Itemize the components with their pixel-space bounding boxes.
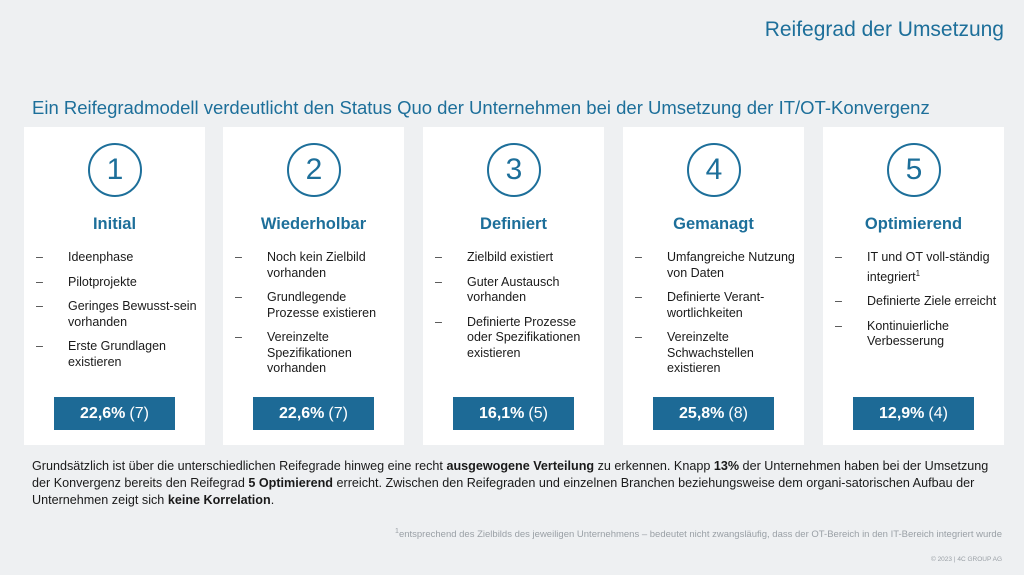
level-title: Optimierend	[864, 215, 963, 233]
level-number-circle: 2	[287, 143, 341, 197]
level-number-circle: 3	[487, 143, 541, 197]
level-number-circle: 1	[88, 143, 142, 197]
summary-highlight: 5 Optimierend	[248, 475, 334, 490]
list-item: Grundlegende Prozesse existieren	[235, 290, 398, 321]
footnote-marker: 1	[395, 528, 399, 535]
list-item: Umfangreiche Nutzung von Daten	[635, 250, 798, 281]
summary-part: zu erkennen. Knapp	[594, 459, 714, 473]
summary-highlight: ausgewogene Verteilung	[446, 459, 595, 473]
level-card-2: 2 Wiederholbar Noch kein Zielbild vorhan…	[223, 127, 404, 445]
level-number-circle: 4	[687, 143, 741, 197]
level-title: Gemanagt	[673, 215, 754, 233]
percentage-badge: 12,9% (4)	[853, 397, 974, 430]
list-item: Definierte Prozesse oder Spezifikationen…	[435, 315, 598, 362]
level-items: Zielbild existiert Guter Austausch vorha…	[435, 250, 598, 370]
level-card-1: 1 Initial Ideenphase Pilotprojekte Gerin…	[24, 127, 205, 445]
summary-text: Grundsätzlich ist über die unterschiedli…	[32, 458, 992, 508]
percentage-badge: 16,1% (5)	[453, 397, 574, 430]
level-title: Initial	[92, 215, 137, 233]
page-title: Reifegrad der Umsetzung	[764, 18, 1004, 41]
level-items: Ideenphase Pilotprojekte Geringes Bewuss…	[36, 250, 199, 379]
copyright: © 2023 | 4C GROUP AG	[930, 556, 1002, 563]
level-card-4: 4 Gemanagt Umfangreiche Nutzung von Date…	[623, 127, 804, 445]
list-item: Vereinzelte Schwachstellen existieren	[635, 330, 798, 377]
list-item: Erste Grundlagen existieren	[36, 339, 199, 370]
list-item: Geringes Bewusst-sein vorhanden	[36, 299, 199, 330]
list-item-text: IT und OT voll-ständig integriert	[867, 250, 990, 284]
level-title: Definiert	[480, 215, 547, 233]
list-item: Zielbild existiert	[435, 250, 598, 266]
summary-part: Grundsätzlich ist über die unterschiedli…	[32, 459, 447, 473]
summary-highlight: keine Korrelation	[167, 492, 271, 507]
list-item: Definierte Ziele erreicht	[835, 294, 998, 310]
badge-percent: 16,1%	[479, 404, 525, 422]
badge-count: (4)	[928, 404, 948, 422]
list-item: Noch kein Zielbild vorhanden	[235, 250, 398, 281]
summary-part: erreicht. Zwischen den Reifegraden und e…	[32, 475, 975, 507]
level-items: IT und OT voll-ständig integriert1 Defin…	[835, 250, 998, 359]
list-item: Guter Austausch vorhanden	[435, 275, 598, 306]
percentage-badge: 22,6% (7)	[253, 397, 374, 430]
list-item: Vereinzelte Spezifikationen vorhanden	[235, 330, 398, 377]
badge-percent: 25,8%	[679, 404, 725, 422]
summary-part: .	[270, 492, 275, 507]
badge-count: (7)	[328, 404, 348, 422]
footnote: 1entsprechend des Zielbilds des jeweilig…	[395, 528, 1002, 540]
maturity-levels: 1 Initial Ideenphase Pilotprojekte Gerin…	[24, 127, 1004, 445]
badge-count: (7)	[129, 404, 149, 422]
badge-count: (8)	[728, 404, 748, 422]
level-items: Umfangreiche Nutzung von Daten Definiert…	[635, 250, 798, 386]
list-item: IT und OT voll-ständig integriert1	[835, 250, 998, 285]
footnote-marker: 1	[915, 268, 921, 278]
summary-part: der Unternehmen haben bei der Umsetzung …	[32, 459, 989, 490]
badge-count: (5)	[528, 404, 548, 422]
percentage-badge: 25,8% (8)	[653, 397, 774, 430]
list-item: Kontinuierliche Verbesserung	[835, 319, 998, 350]
level-number-circle: 5	[887, 143, 941, 197]
badge-percent: 12,9%	[879, 404, 925, 422]
level-card-5: 5 Optimierend IT und OT voll-ständig int…	[823, 127, 1004, 445]
level-items: Noch kein Zielbild vorhanden Grundlegend…	[235, 250, 398, 386]
percentage-badge: 22,6% (7)	[54, 397, 175, 430]
badge-percent: 22,6%	[80, 404, 126, 422]
slide-subtitle: Ein Reifegradmodell verdeutlicht den Sta…	[32, 97, 930, 118]
list-item: Pilotprojekte	[36, 275, 199, 291]
list-item: Ideenphase	[36, 250, 199, 266]
summary-highlight: 13%	[713, 459, 740, 473]
badge-percent: 22,6%	[279, 404, 325, 422]
footnote-text: entsprechend des Zielbilds des jeweilige…	[398, 529, 1002, 541]
level-card-3: 3 Definiert Zielbild existiert Guter Aus…	[423, 127, 604, 445]
list-item: Definierte Verant-wortlichkeiten	[635, 290, 798, 321]
level-title: Wiederholbar	[260, 215, 367, 233]
